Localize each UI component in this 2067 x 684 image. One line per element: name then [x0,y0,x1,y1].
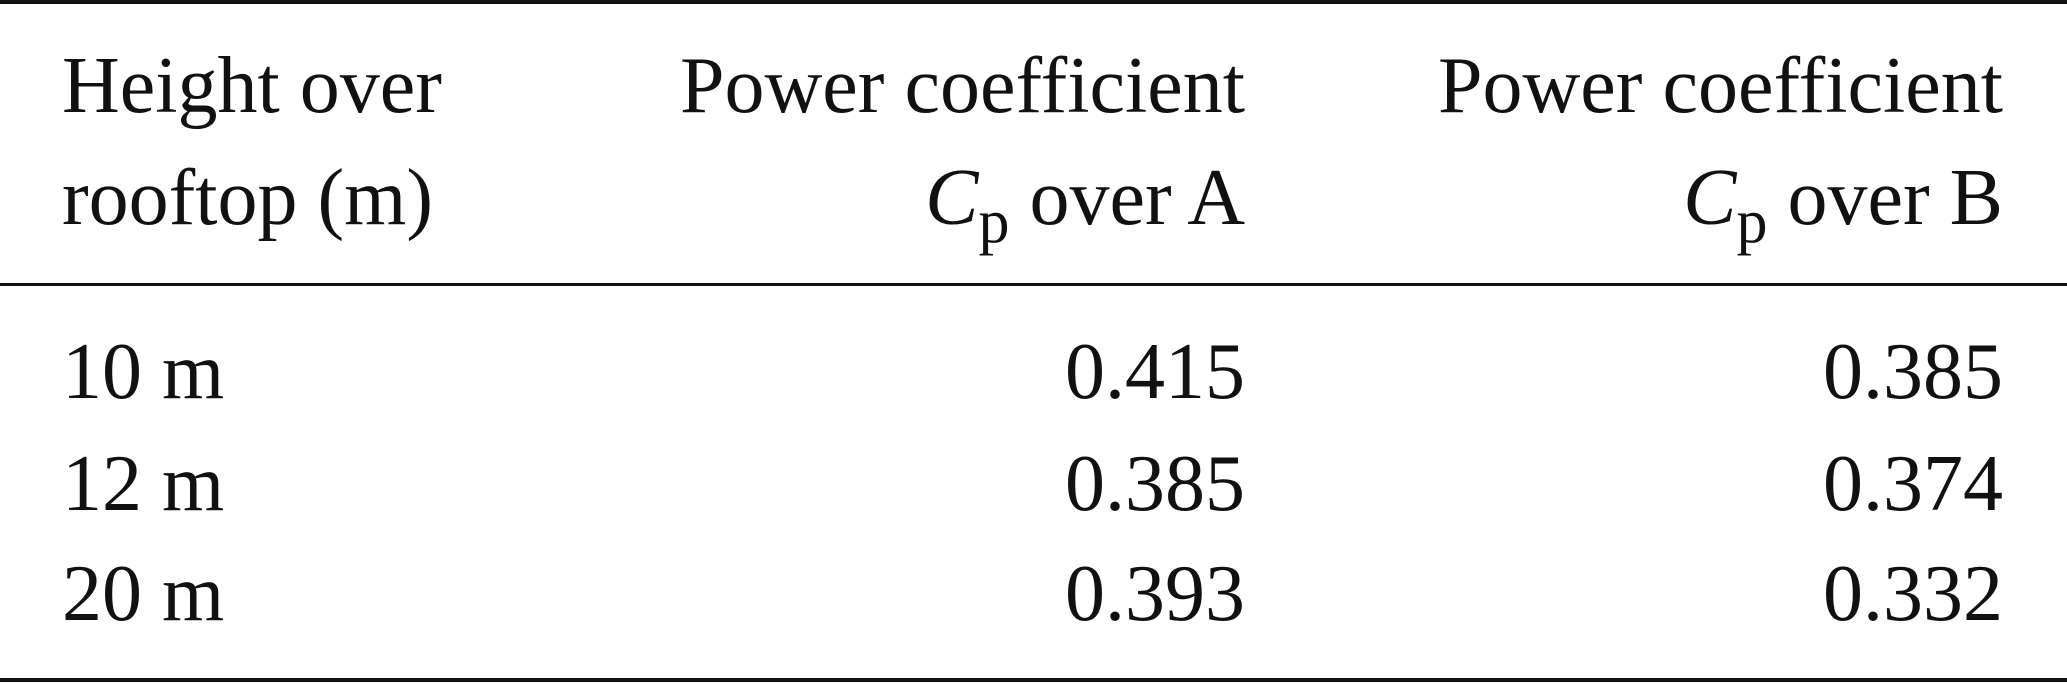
bottom-rule [0,678,2067,682]
table-cell: 0.385 [1065,440,1245,528]
table-cell: 20 m [62,550,225,638]
header-cell: Cp over B [1683,158,2003,253]
header-cell: Height over [62,42,442,130]
top-rule [0,0,2067,4]
mid-rule [0,283,2067,286]
table-cell: 0.374 [1823,440,2003,528]
symbol: C [1683,154,1737,242]
subscript: p [978,188,1010,256]
table-cell: 0.415 [1065,328,1245,416]
symbol: C [925,154,979,242]
header-text: over A [1029,154,1245,242]
header-cell: rooftop (m) [62,154,434,242]
header-text: over B [1787,154,2003,242]
table-cell: 10 m [62,328,225,416]
table-cell: 0.393 [1065,550,1245,638]
subscript: p [1736,188,1768,256]
header-cell: Cp over A [925,158,1245,253]
table-cell: 12 m [62,440,225,528]
table-cell: 0.332 [1823,550,2003,638]
header-cell: Power coefficient [1438,42,2003,130]
table-cell: 0.385 [1823,328,2003,416]
header-cell: Power coefficient [680,42,1245,130]
